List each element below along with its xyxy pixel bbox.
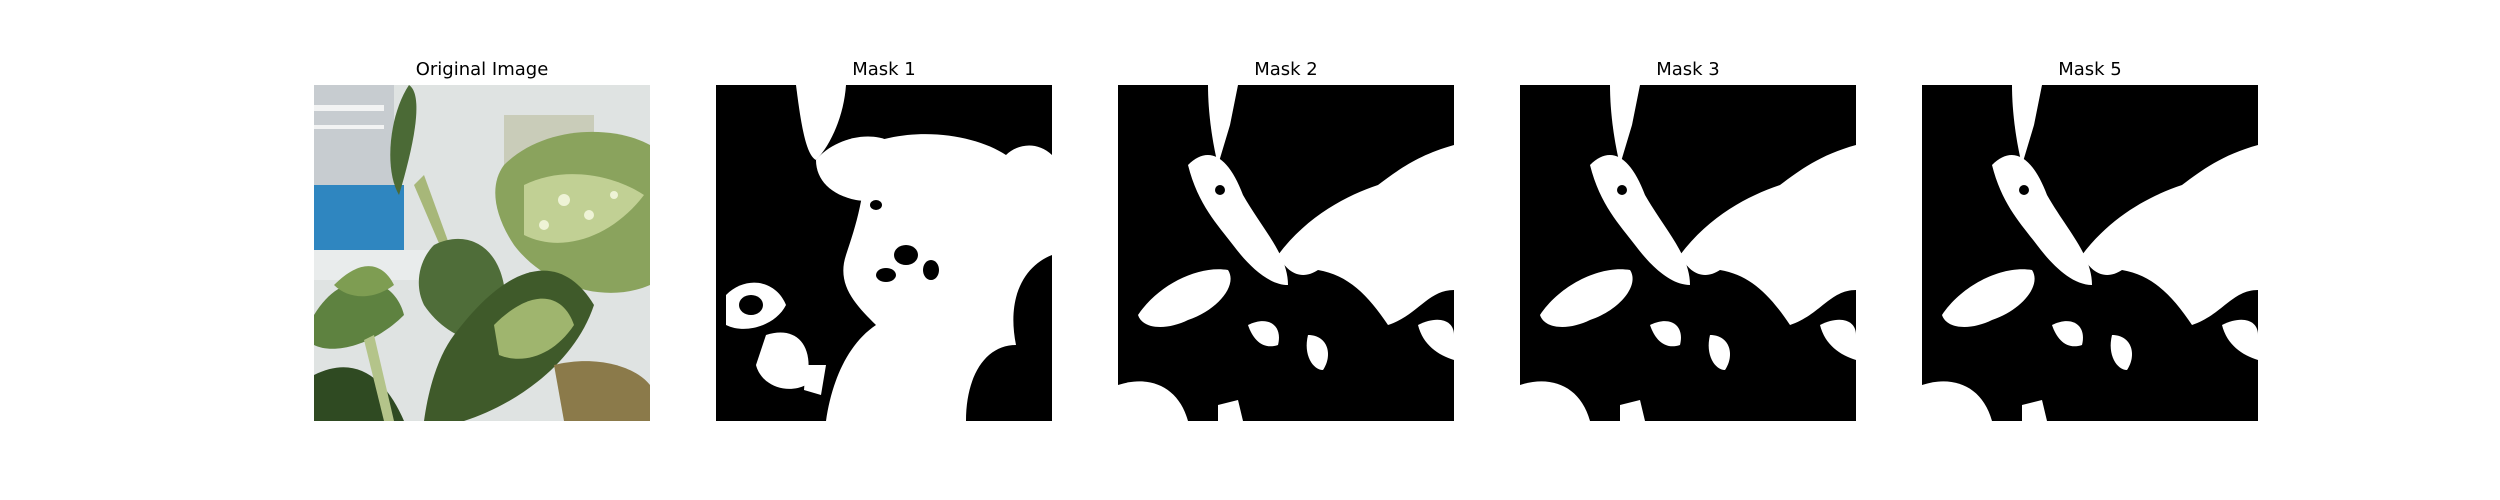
- mask-5-panel: [1922, 85, 2258, 421]
- mask-3-image: [1520, 85, 1856, 421]
- mask-2-panel: [1118, 85, 1454, 421]
- original-image: [314, 85, 650, 421]
- panel-title-mask-3: Mask 3: [1656, 59, 1720, 80]
- mask-2-image: [1118, 85, 1454, 421]
- panel-title-mask-1: Mask 1: [852, 59, 916, 80]
- mask-1-image: [716, 85, 1052, 421]
- panel-title-mask-5: Mask 5: [2058, 59, 2122, 80]
- panel-title-original: Original Image: [415, 59, 549, 80]
- original-image-panel: [314, 85, 650, 421]
- mask-3-panel: [1520, 85, 1856, 421]
- panel-title-mask-2: Mask 2: [1254, 59, 1318, 80]
- mask-5-image: [1922, 85, 2258, 421]
- mask-1-panel: [716, 85, 1052, 421]
